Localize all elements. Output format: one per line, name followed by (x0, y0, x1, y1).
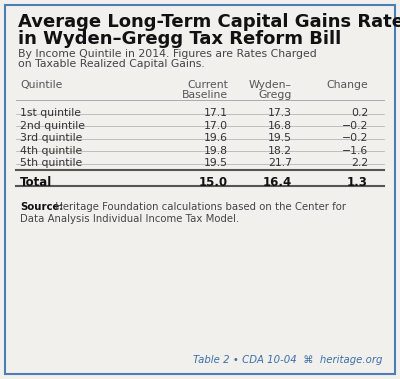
Text: 2nd quintile: 2nd quintile (20, 121, 85, 130)
Text: −1.6: −1.6 (342, 146, 368, 155)
Text: 19.5: 19.5 (268, 133, 292, 143)
Text: Change: Change (326, 80, 368, 89)
Text: 4th quintile: 4th quintile (20, 146, 82, 155)
Text: Current: Current (187, 80, 228, 89)
Text: Heritage Foundation calculations based on the Center for: Heritage Foundation calculations based o… (52, 202, 346, 211)
Text: 17.1: 17.1 (204, 108, 228, 118)
Text: Data Analysis Individual Income Tax Model.: Data Analysis Individual Income Tax Mode… (20, 214, 239, 224)
Text: 17.3: 17.3 (268, 108, 292, 118)
Text: 2.2: 2.2 (351, 158, 368, 168)
Text: 19.5: 19.5 (204, 158, 228, 168)
Text: Quintile: Quintile (20, 80, 62, 89)
Text: 16.4: 16.4 (263, 176, 292, 189)
Text: 21.7: 21.7 (268, 158, 292, 168)
Text: 18.2: 18.2 (268, 146, 292, 155)
Text: 19.6: 19.6 (204, 133, 228, 143)
Text: 16.8: 16.8 (268, 121, 292, 130)
Text: 17.0: 17.0 (204, 121, 228, 130)
Text: Table 2 • CDA 10-04  ⌘  heritage.org: Table 2 • CDA 10-04 ⌘ heritage.org (193, 355, 382, 365)
Text: Average Long-Term Capital Gains Rates: Average Long-Term Capital Gains Rates (18, 13, 400, 31)
Text: −0.2: −0.2 (342, 133, 368, 143)
Text: 1.3: 1.3 (347, 176, 368, 189)
Text: Gregg: Gregg (259, 90, 292, 100)
Text: −0.2: −0.2 (342, 121, 368, 130)
Text: 0.2: 0.2 (351, 108, 368, 118)
Text: Wyden–: Wyden– (249, 80, 292, 89)
Text: By Income Quintile in 2014. Figures are Rates Charged: By Income Quintile in 2014. Figures are … (18, 49, 317, 59)
Text: Baseline: Baseline (182, 90, 228, 100)
Text: 1st quintile: 1st quintile (20, 108, 81, 118)
Text: Source:: Source: (20, 202, 63, 211)
Text: 15.0: 15.0 (199, 176, 228, 189)
Text: on Taxable Realized Capital Gains.: on Taxable Realized Capital Gains. (18, 59, 205, 69)
Text: 19.8: 19.8 (204, 146, 228, 155)
Text: 3rd quintile: 3rd quintile (20, 133, 82, 143)
Text: 5th quintile: 5th quintile (20, 158, 82, 168)
Text: in Wyden–Gregg Tax Reform Bill: in Wyden–Gregg Tax Reform Bill (18, 30, 341, 48)
Text: Total: Total (20, 176, 52, 189)
